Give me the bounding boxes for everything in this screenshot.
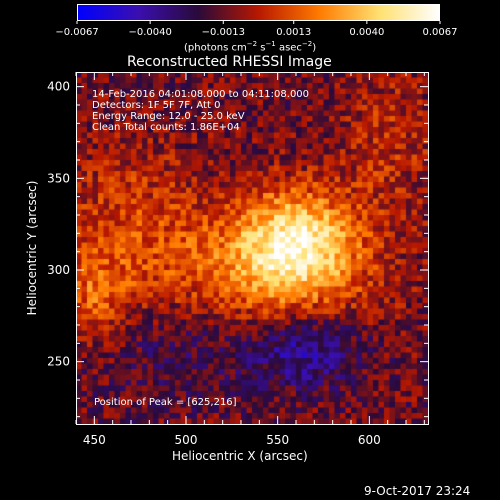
colorbar xyxy=(77,4,440,21)
y-tick-label: 400 xyxy=(47,80,70,94)
colorbar-tick-label: −0.0040 xyxy=(128,27,171,38)
colorbar-tick-label: −0.0013 xyxy=(202,27,245,38)
chart-title: Reconstructed RHESSI Image xyxy=(127,54,332,70)
energy-range-text: Energy Range: 12.0 - 25.0 keV xyxy=(92,111,245,122)
algorithm-counts-text: Clean Total counts: 1.86E+04 xyxy=(92,122,240,133)
observation-info: 14-Feb-2016 04:01:08.000 to 04:11:08.000… xyxy=(92,89,309,133)
y-tick-label: 300 xyxy=(47,263,70,277)
time-range-text: 14-Feb-2016 04:01:08.000 to 04:11:08.000 xyxy=(92,89,310,100)
detectors-text: Detectors: 1F 5F 7F, Att 0 xyxy=(92,100,221,111)
y-axis-label: Heliocentric Y (arcsec) xyxy=(25,180,39,316)
x-tick-label: 450 xyxy=(83,433,106,447)
x-tick-label: 600 xyxy=(358,433,381,447)
peak-position-text: Position of Peak = [625,216] xyxy=(94,397,237,408)
footer-date: 9-Oct-2017 23:24 xyxy=(364,484,471,498)
colorbar-tick-label: −0.0067 xyxy=(55,27,98,38)
colorbar-ticks: −0.0067 −0.0040 −0.0013 0.0013 0.0040 0.0067 xyxy=(55,21,458,38)
colorbar-tick-label: 0.0040 xyxy=(349,27,384,38)
y-tick-label: 250 xyxy=(47,355,70,369)
heatmap-image xyxy=(76,72,428,424)
colorbar-tick-label: 0.0067 xyxy=(423,27,458,38)
colorbar-gradient xyxy=(77,4,440,21)
colorbar-unit: (photons cm−2 s−1 asec−2) xyxy=(184,40,317,54)
y-tick-label: 350 xyxy=(47,171,70,185)
x-tick-label: 550 xyxy=(266,433,289,447)
x-tick-label: 500 xyxy=(175,433,198,447)
x-axis-label: Heliocentric X (arcsec) xyxy=(172,449,308,463)
plot-frame xyxy=(76,72,429,425)
colorbar-tick-label: 0.0013 xyxy=(276,27,311,38)
